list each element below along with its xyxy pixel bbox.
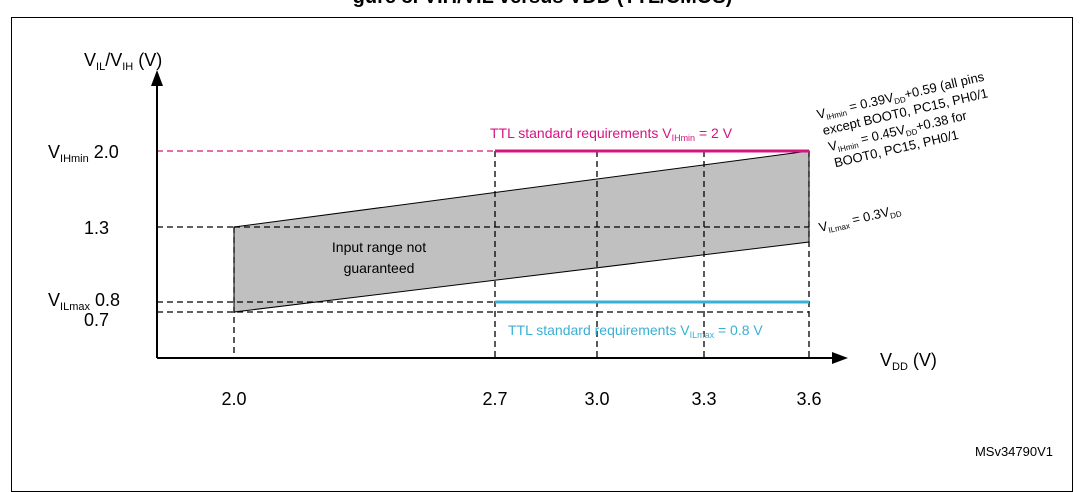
- vil-requirement-label: TTL standard requirements VILmax = 0.8 V: [508, 322, 763, 340]
- y-axis-arrow-icon: [151, 70, 163, 86]
- guide-lines: [157, 151, 810, 358]
- vih-vil-chart: VIL/VIH (V) VDD (V) VIHmin 2.0 1.3 VILma…: [48, 50, 1053, 459]
- region-label-line2: guaranteed: [344, 260, 415, 276]
- x-tick-label-2: 2.0: [221, 389, 246, 409]
- vih-requirement-label: TTL standard requirements VIHmin = 2 V: [490, 125, 733, 143]
- x-tick-label-2-7: 2.7: [482, 389, 507, 409]
- x-axis-arrow-icon: [832, 352, 848, 364]
- vih-formula-note: VIHmin = 0.39VDD+0.59 (all pins except B…: [815, 69, 989, 171]
- y-tick-1-3: 1.3: [84, 218, 109, 238]
- x-tick-label-3-6: 3.6: [796, 389, 821, 409]
- x-axis-label: VDD (V): [880, 350, 937, 373]
- input-range-region: [233, 150, 810, 313]
- x-tick-label-3-3: 3.3: [691, 389, 716, 409]
- y-tick-0-7: 0.7: [84, 310, 109, 330]
- region-label-line1: Input range not: [332, 239, 426, 255]
- figure-id-label: MSv34790V1: [975, 444, 1053, 459]
- y-tick-vilmax: VILmax 0.8: [48, 290, 120, 313]
- y-tick-vihmin: VIHmin 2.0: [48, 142, 119, 165]
- svg-text:VILmax = 0.3VDD: VILmax = 0.3VDD: [817, 201, 902, 236]
- figure-caption: gure 8. VIH/VIL versus VDD (TTL/CMOS): [0, 0, 1085, 9]
- vil-formula-note: VILmax = 0.3VDD: [817, 201, 902, 236]
- x-tick-label-3: 3.0: [584, 389, 609, 409]
- x-tick-labels: 2.0 2.7 3.0 3.3 3.6: [221, 389, 821, 409]
- y-axis-label: VIL/VIH (V): [84, 50, 162, 73]
